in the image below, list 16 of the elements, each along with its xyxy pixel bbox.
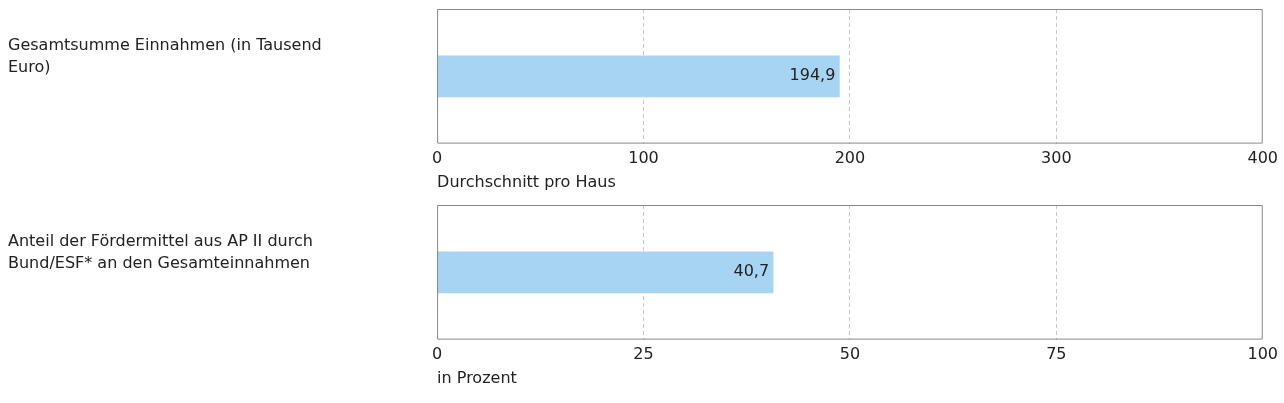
x-tick-label: 50 <box>839 344 861 364</box>
x-tick-label: 200 <box>834 148 866 168</box>
data-label: 40,7 <box>733 261 770 281</box>
x-tick-label: 300 <box>1041 148 1072 168</box>
y-tick-label: Gesamtsumme Einnahmen (in Tausend Euro) <box>8 34 323 78</box>
y-tick-label: Anteil der Fördermittel aus AP II durch Bund/ESF* an den Gesamteinnahmen <box>8 230 314 274</box>
x-tick-label: 100 <box>1247 344 1278 364</box>
x-tick-label: 0 <box>432 148 443 168</box>
x-axis-title: Durchschnitt pro Haus <box>437 171 616 191</box>
x-axis-title: in Prozent <box>437 367 517 387</box>
data-label: 194,9 <box>789 65 836 85</box>
x-tick-label: 25 <box>633 344 654 364</box>
x-tick-label: 75 <box>1046 344 1067 364</box>
x-tick-label: 100 <box>628 148 659 168</box>
x-tick-label: 400 <box>1247 148 1278 168</box>
x-tick-label: 0 <box>432 344 443 364</box>
